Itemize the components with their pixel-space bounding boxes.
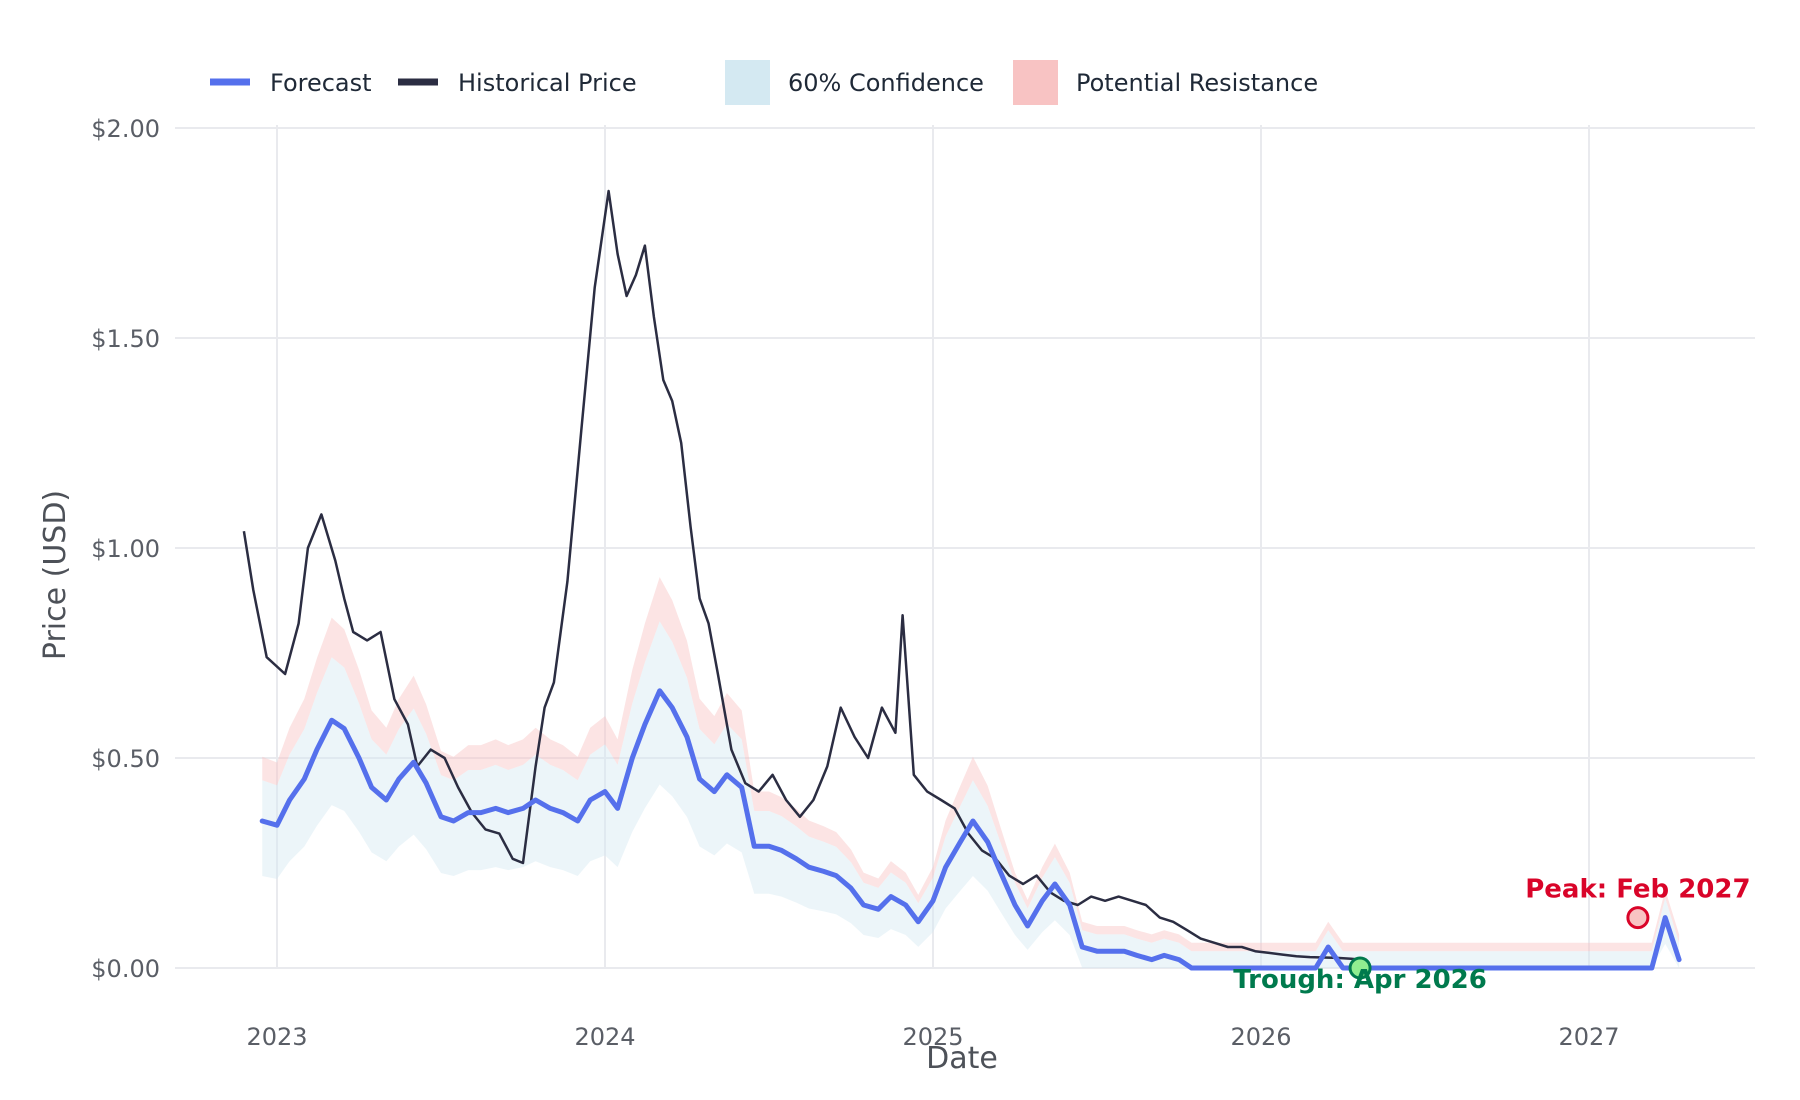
legend-swatch	[1013, 60, 1058, 105]
x-tick-label: 2026	[1230, 1023, 1291, 1051]
resistance-band	[262, 577, 1680, 952]
gridlines	[175, 125, 1755, 969]
annotations: Peak: Feb 2027 Trough: Apr 2026	[1233, 875, 1750, 995]
y-tick-label: $0.00	[91, 955, 160, 983]
legend-item-forecast: Forecast	[210, 69, 372, 97]
x-tick-label: 2024	[574, 1023, 635, 1051]
y-tick-label: $1.50	[91, 325, 160, 353]
peak-marker	[1626, 906, 1650, 930]
y-tick-label: $1.00	[91, 535, 160, 563]
legend-item-historical: Historical Price	[398, 69, 637, 97]
historical-price-line	[242, 189, 1361, 961]
legend-label: 60% Confidence	[788, 69, 984, 97]
legend-item-resistance: Potential Resistance	[1013, 60, 1318, 105]
trough-marker	[1348, 956, 1372, 980]
legend-swatch	[725, 60, 770, 105]
y-tick-label: $2.00	[91, 115, 160, 143]
peak-label: Peak: Feb 2027	[1525, 875, 1750, 905]
x-tick-label: 2027	[1558, 1023, 1619, 1051]
x-axis-title: Date	[926, 1041, 998, 1076]
trough-label: Trough: Apr 2026	[1233, 965, 1487, 995]
y-tick-label: $0.50	[91, 745, 160, 773]
x-axis-ticks: 2023 2024 2025 2026 2027	[246, 1023, 1619, 1051]
x-tick-label: 2023	[246, 1023, 307, 1051]
legend-item-confidence: 60% Confidence	[725, 60, 984, 105]
confidence-band	[262, 621, 1680, 968]
forecast-bands	[262, 577, 1680, 968]
legend-label: Forecast	[270, 69, 372, 97]
y-axis-title: Price (USD)	[38, 490, 73, 660]
y-axis-ticks: $0.00 $0.50 $1.00 $1.50 $2.00	[91, 115, 160, 983]
legend: Forecast Historical Price 60% Confidence Po…	[210, 60, 1318, 105]
legend-label: Historical Price	[458, 69, 637, 97]
x-tick-label: 2025	[902, 1023, 963, 1051]
legend-label: Potential Resistance	[1076, 69, 1318, 97]
